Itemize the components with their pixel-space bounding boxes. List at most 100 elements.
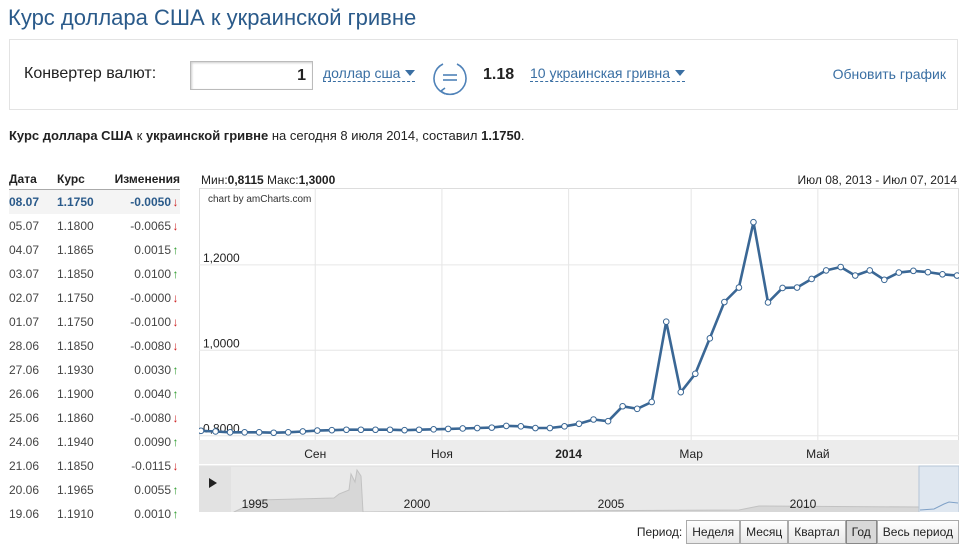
data-point xyxy=(779,284,786,292)
row-change: -0.0080 ↓ xyxy=(105,406,180,430)
summary-value: 1.1750 xyxy=(481,128,521,143)
navigator-play-area xyxy=(199,466,231,512)
chart-credit: chart by amCharts.com xyxy=(208,194,312,205)
max-value: 1,3000 xyxy=(298,173,336,187)
period-button[interactable]: Неделя xyxy=(686,520,741,544)
data-point xyxy=(953,272,959,279)
navigator-selection xyxy=(918,465,959,512)
play-icon xyxy=(209,478,217,488)
data-point xyxy=(299,428,307,435)
data-point xyxy=(212,428,219,435)
row-date: 24.06 xyxy=(9,434,40,449)
currency-converter: Конвертер валют: доллар сша 1.18 10 укра… xyxy=(9,39,958,110)
table-row: 08.07 1.1750 -0.0050 ↓ xyxy=(9,189,180,214)
data-point xyxy=(561,423,568,430)
row-date: 28.06 xyxy=(9,338,40,353)
chevron-down-icon xyxy=(405,70,416,76)
arrow-down-icon: ↓ xyxy=(172,314,179,329)
data-point xyxy=(910,267,917,275)
x-tick-label: 2014 xyxy=(555,447,582,461)
navigator-selection-line xyxy=(919,501,959,511)
data-point xyxy=(808,275,815,283)
row-date: 03.07 xyxy=(9,266,40,281)
row-change-value: -0.0050 xyxy=(130,194,171,209)
data-point xyxy=(401,426,408,434)
x-tick-label: Мар xyxy=(679,447,703,461)
y-tick-label: 1,0000 xyxy=(203,336,240,350)
navigator-year-label: 2000 xyxy=(404,497,431,511)
data-point xyxy=(314,427,321,434)
data-point xyxy=(648,398,655,406)
y-tick-label: 0,8000 xyxy=(203,422,240,436)
data-point xyxy=(575,420,583,428)
row-rate: 1.1900 xyxy=(57,386,94,401)
data-point xyxy=(444,425,452,433)
data-point xyxy=(851,272,859,279)
data-point xyxy=(837,263,844,271)
row-date: 26.06 xyxy=(9,386,40,401)
data-point xyxy=(866,267,874,274)
refresh-chart-link[interactable]: Обновить график xyxy=(832,66,946,82)
data-point xyxy=(241,429,248,436)
period-button[interactable]: Год xyxy=(845,520,877,544)
row-rate: 1.1750 xyxy=(57,290,94,305)
x-tick-label: Ноя xyxy=(431,447,453,461)
data-point xyxy=(459,425,466,432)
period-button[interactable]: Весь период xyxy=(876,520,959,544)
row-change: 0.0100 ↑ xyxy=(105,262,180,286)
table-row: 02.07 1.1750 -0.0000 ↓ xyxy=(9,286,180,310)
data-point xyxy=(677,388,685,396)
from-currency-dropdown[interactable]: доллар сша xyxy=(323,66,416,82)
row-date: 27.06 xyxy=(9,362,40,377)
rate-history-table: Дата Курс Изменения 08.07 1.1750 -0.0050 ↓ 0… xyxy=(9,170,180,526)
row-date: 02.07 xyxy=(9,290,40,305)
row-date: 05.07 xyxy=(9,218,40,233)
row-change: 0.0010 ↑ xyxy=(105,502,180,526)
summary-currency: Курс доллара США xyxy=(9,128,134,143)
data-point xyxy=(503,422,510,430)
plot-area xyxy=(199,188,959,441)
data-point xyxy=(255,429,263,436)
row-change-value: -0.0065 xyxy=(130,218,171,233)
to-currency-dropdown[interactable]: 10 украинская гривна xyxy=(530,66,686,82)
row-date: 25.06 xyxy=(9,410,40,425)
data-point xyxy=(939,270,946,278)
row-change: -0.0065 ↓ xyxy=(105,214,180,238)
period-selector: Период: Неделя Месяц Квартал Год Весь период xyxy=(637,520,959,546)
data-point xyxy=(706,335,714,342)
chart-canvas[interactable]: 1,2000 1,0000 0,8000 Сен Ноя 2014 Мар Май 1995 20… xyxy=(199,188,959,512)
navigator-year-label: 1995 xyxy=(242,497,269,511)
row-change-value: -0.0000 xyxy=(130,290,171,305)
table-row: 24.06 1.1940 0.0090 ↑ xyxy=(9,430,180,454)
row-change: -0.0100 ↓ xyxy=(105,310,180,334)
header-date: Дата xyxy=(9,170,57,190)
period-button[interactable]: Месяц xyxy=(740,520,789,544)
row-change-value: -0.0080 xyxy=(130,410,171,425)
arrow-down-icon: ↓ xyxy=(172,194,179,209)
data-point xyxy=(532,424,539,432)
navigator-year-label: 2010 xyxy=(790,497,817,511)
data-point xyxy=(692,370,699,378)
summary-mid1: к xyxy=(133,128,146,143)
table-row: 21.06 1.1850 -0.0115 ↓ xyxy=(9,454,180,478)
row-rate: 1.1940 xyxy=(57,434,94,449)
table-row: 26.06 1.1900 0.0040 ↑ xyxy=(9,382,180,406)
arrow-up-icon: ↑ xyxy=(172,266,179,281)
data-point xyxy=(590,416,597,423)
row-change-value: 0.0010 xyxy=(134,506,171,521)
amount-input[interactable] xyxy=(190,61,313,90)
row-rate: 1.1910 xyxy=(57,506,94,521)
table-row: 20.06 1.1965 0.0055 ↑ xyxy=(9,478,180,502)
conversion-result: 1.18 xyxy=(483,66,515,83)
navigator-year-label: 2005 xyxy=(598,497,625,511)
data-point xyxy=(357,426,365,434)
data-point xyxy=(822,267,830,274)
row-change: 0.0015 ↑ xyxy=(105,238,180,262)
arrow-up-icon: ↑ xyxy=(172,506,179,521)
row-change: 0.0030 ↑ xyxy=(105,358,180,382)
swap-icon[interactable] xyxy=(431,56,469,98)
rate-chart[interactable]: 1,2000 1,0000 0,8000 Сен Ноя 2014 Мар Май 1995 20… xyxy=(199,188,959,512)
arrow-up-icon: ↑ xyxy=(172,386,179,401)
max-label: Макс: xyxy=(263,173,299,187)
period-button[interactable]: Квартал xyxy=(788,520,846,544)
